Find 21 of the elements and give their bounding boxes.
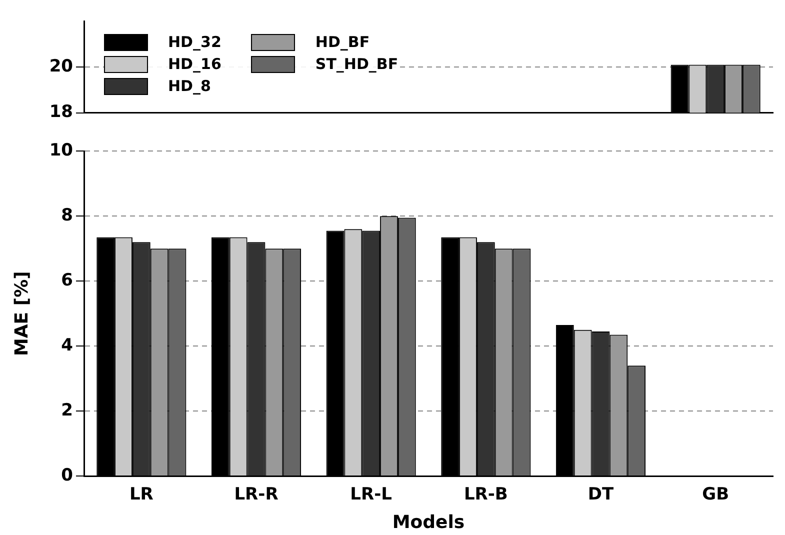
y-tick-label: 8 [61,206,73,226]
y-tick-label: 4 [61,336,74,356]
y-tick-label: 18 [49,102,73,122]
x-axis-title: Models [392,512,465,533]
x-tick-label: LR-B [464,484,508,505]
y-tick-label: 0 [61,465,74,486]
legend-label: HD_8 [168,77,211,95]
x-tick-label: LR-L [350,484,392,505]
y-tick-label: 6 [61,270,73,291]
y-tick-label: 20 [49,56,74,76]
legend-label: HD_BF [315,33,370,51]
x-tick-label: LR-R [234,484,278,505]
y-axis-title: MAE [%] [11,271,32,356]
x-tick-label: GB [702,484,730,505]
legend-label: HD_32 [168,33,222,51]
y-tick-label: 10 [49,140,74,161]
legend-label: ST_HD_BF [315,55,398,73]
x-tick-label: DT [588,484,614,505]
legend-label: HD_16 [168,55,222,73]
x-tick-label: LR [129,484,154,505]
y-tick-label: 2 [61,400,73,420]
